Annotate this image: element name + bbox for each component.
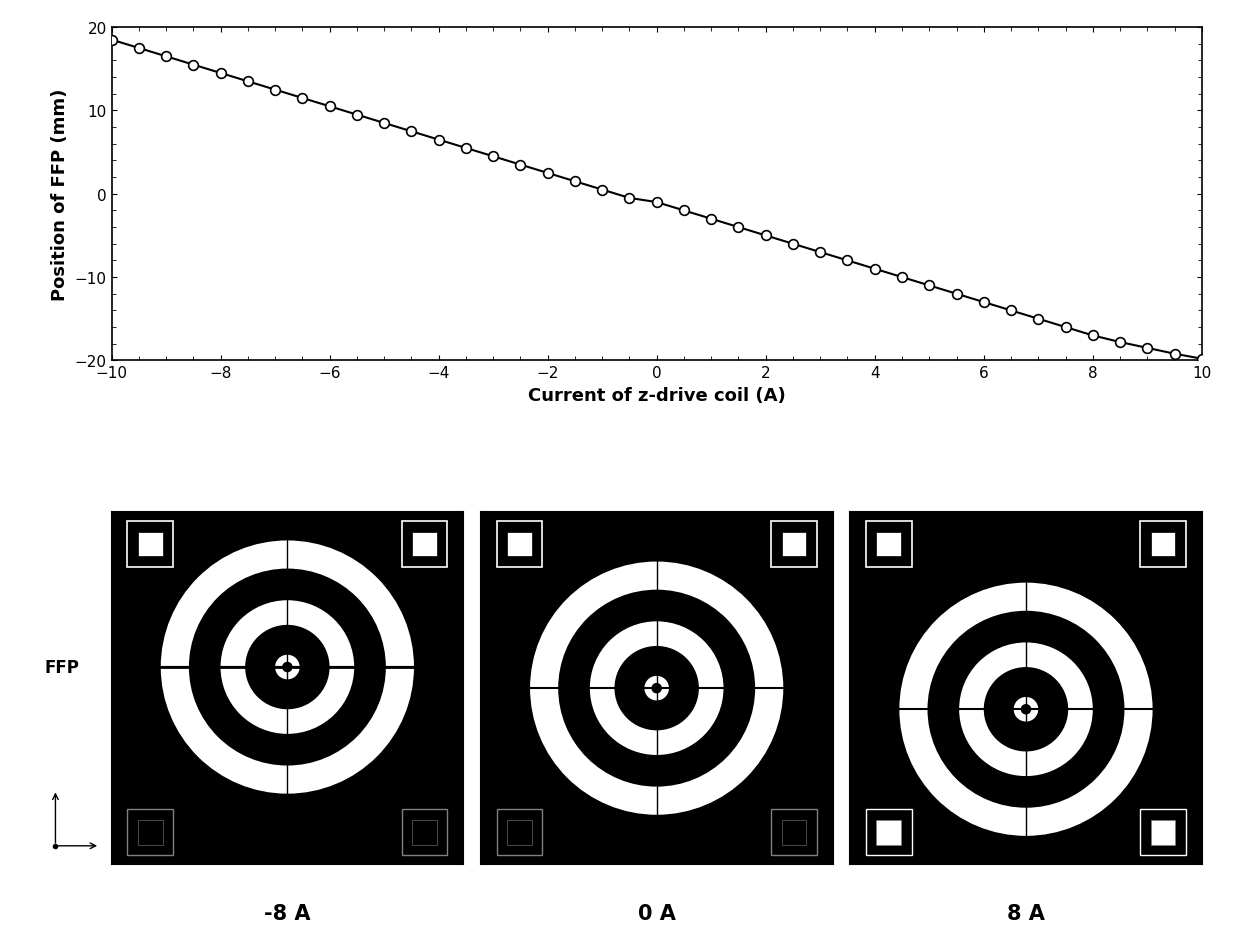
Bar (866, 810, 912, 856)
Bar (1140, 521, 1186, 567)
Bar (112, 513, 463, 562)
Ellipse shape (188, 569, 385, 766)
Ellipse shape (559, 590, 755, 787)
Bar (413, 532, 437, 557)
Bar (771, 521, 817, 567)
Bar (128, 810, 173, 856)
Bar (507, 820, 532, 845)
X-axis label: Current of z-drive coil (A): Current of z-drive coil (A) (528, 387, 786, 404)
Ellipse shape (221, 601, 354, 734)
Bar (128, 521, 173, 567)
Bar (1151, 532, 1176, 557)
Ellipse shape (900, 583, 1152, 836)
Bar (782, 532, 807, 557)
Bar (507, 532, 532, 557)
Ellipse shape (590, 622, 724, 755)
Ellipse shape (615, 646, 699, 731)
Bar (481, 513, 833, 562)
Bar (771, 810, 817, 856)
Bar (138, 820, 162, 845)
Ellipse shape (530, 562, 783, 815)
Bar (481, 815, 833, 864)
Y-axis label: Position of FFP (mm): Position of FFP (mm) (51, 89, 69, 300)
Bar (876, 532, 901, 557)
Ellipse shape (161, 541, 414, 794)
Bar (497, 521, 543, 567)
Ellipse shape (282, 662, 292, 673)
Bar (850, 815, 1202, 864)
Text: 8 A: 8 A (1007, 902, 1044, 923)
Ellipse shape (1021, 704, 1031, 715)
Text: 0 A: 0 A (638, 902, 675, 923)
Bar (876, 820, 901, 845)
Ellipse shape (644, 676, 669, 701)
Ellipse shape (652, 683, 662, 694)
Ellipse shape (1014, 697, 1038, 722)
Ellipse shape (245, 625, 330, 709)
Bar (138, 532, 162, 557)
Bar (850, 513, 1202, 562)
Bar (497, 810, 543, 856)
Text: FFP: FFP (45, 658, 79, 677)
Bar (866, 521, 912, 567)
Text: -8 A: -8 A (264, 902, 311, 923)
Bar (401, 521, 447, 567)
Bar (413, 820, 437, 845)
Ellipse shape (959, 643, 1093, 776)
Bar (112, 815, 463, 864)
Ellipse shape (984, 667, 1068, 752)
Bar (1151, 820, 1176, 845)
Bar (1140, 810, 1186, 856)
Ellipse shape (275, 655, 300, 680)
Ellipse shape (928, 611, 1125, 808)
Bar (401, 810, 447, 856)
Bar (782, 820, 807, 845)
